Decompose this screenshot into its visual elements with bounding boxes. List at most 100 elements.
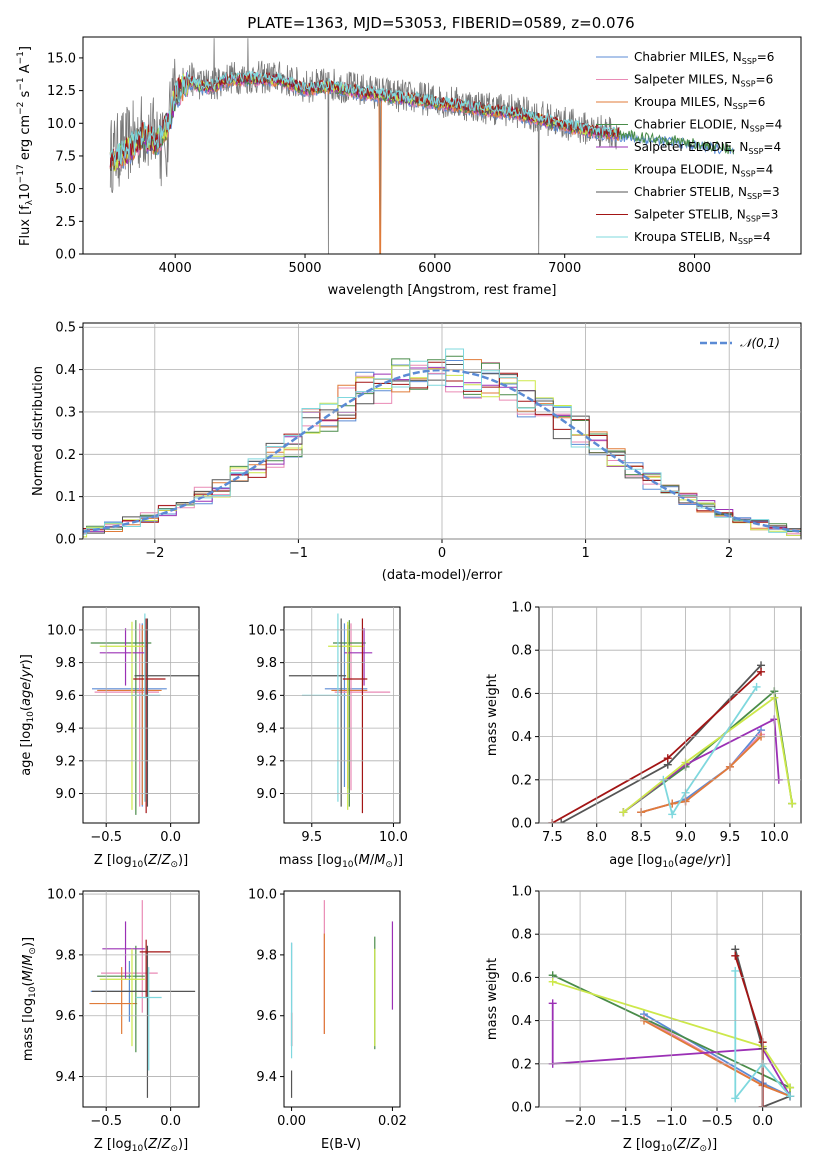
massweight-vs-age-panel: 7.5 8.0 8.5 9.0 9.5 10.0 0.0 0.2 0.4 0.6 0.8 1.0 ag… bbox=[485, 601, 802, 870]
legend-label-sub: SSP bbox=[746, 215, 761, 224]
x-tick-label: −1.0 bbox=[656, 1114, 688, 1129]
legend-label: Chabrier ELODIE, NSSP=4 bbox=[634, 118, 782, 134]
mass-weight-line bbox=[662, 686, 758, 817]
legend-label: Salpeter ELODIE, NSSP=4 bbox=[634, 140, 781, 156]
x-tick-label: 0.02 bbox=[378, 1114, 407, 1129]
mass-vs-EBV-xlabel: E(B-V) bbox=[321, 1137, 361, 1152]
y-tick-label: 12.5 bbox=[47, 84, 76, 99]
residual-histogram-step bbox=[83, 364, 801, 534]
y-tick-label: 0.8 bbox=[511, 928, 532, 943]
legend-label-main: Chabrier MILES, N bbox=[634, 50, 742, 64]
y-tick-label: 0.0 bbox=[55, 533, 76, 548]
massweight-vs-Z-ylabel: mass weight bbox=[485, 958, 500, 1040]
residual-ylabel: Normed distribution bbox=[31, 366, 46, 496]
y-tick-label: 9.0 bbox=[55, 787, 76, 802]
mass-vs-Z-plot-area bbox=[89, 900, 196, 1098]
residual-legend: 𝒩(0,1) bbox=[700, 336, 780, 350]
spectrum-ticks: 4000 5000 6000 7000 8000 0.0 2.5 5.0 7.5 10.0 12.5… bbox=[47, 51, 711, 276]
x-tick-label: −2 bbox=[145, 546, 164, 561]
legend-label-main: Kroupa MILES, N bbox=[634, 95, 733, 109]
x-tick-label: 0 bbox=[438, 546, 446, 561]
y-tick-label: 1.0 bbox=[511, 885, 532, 900]
y-tick-label: 9.6 bbox=[256, 1009, 277, 1024]
errorbar-group bbox=[290, 900, 394, 1098]
mass-vs-EBV-axes-frame bbox=[283, 890, 401, 1108]
legend-label-tail: =4 bbox=[753, 230, 771, 244]
x-tick-label: 7.5 bbox=[542, 830, 563, 845]
x-tick-label: −1 bbox=[289, 546, 308, 561]
x-tick-label: −0.5 bbox=[701, 1114, 733, 1129]
x-tick-label: 9.0 bbox=[675, 830, 696, 845]
y-tick-label: 9.2 bbox=[55, 754, 76, 769]
age-vs-mass-xlabel: mass [log10(M/M⊙)] bbox=[279, 853, 403, 870]
age-vs-Z-plot-area bbox=[90, 613, 199, 815]
x-tick-label: 6000 bbox=[418, 261, 451, 276]
residual-ticks: −2 −1 0 1 2 0.0 0.1 0.2 0.3 0.4 0.5 bbox=[55, 321, 801, 561]
model-spectrum-line bbox=[109, 70, 618, 166]
massweight-vs-Z-ticks: −2.0 −1.5 −1.0 −0.5 0.0 0.0 0.2 0.4 0.6 0.8 1.0 bbox=[511, 885, 801, 1129]
mass-weight-line bbox=[734, 955, 764, 1107]
legend-label-sub: SSP bbox=[741, 170, 756, 179]
massweight-vs-Z-xlabel: Z [log10(Z/Z⊙)] bbox=[623, 1137, 717, 1154]
y-tick-label: 0.1 bbox=[55, 490, 76, 505]
mass-vs-EBV-panel: 0.00 0.02 9.4 9.6 9.8 10.0 E(B-V) bbox=[248, 888, 407, 1152]
mass-weight-line bbox=[622, 696, 793, 813]
residual-histogram-step bbox=[83, 348, 801, 535]
mass-vs-Z-xlabel: Z [log10(Z/Z⊙)] bbox=[94, 1137, 188, 1154]
legend-label-tail: =3 bbox=[761, 208, 779, 222]
x-tick-label: 5000 bbox=[288, 261, 321, 276]
age-vs-Z-ticks: −0.5 0.0 9.0 9.2 9.4 9.6 9.8 10.0 bbox=[47, 607, 199, 845]
y-tick-label: 7.5 bbox=[55, 149, 76, 164]
spectrum-panel: PLATE=1363, MJD=53053, FIBERID=0589, z=0… bbox=[16, 14, 802, 298]
age-vs-mass-plot-area bbox=[288, 613, 391, 814]
age-vs-mass-axes-frame bbox=[283, 606, 401, 824]
x-tick-label: 7000 bbox=[548, 261, 581, 276]
residual-plot-area bbox=[83, 348, 801, 538]
legend-label-tail: =4 bbox=[763, 140, 781, 154]
y-tick-label: 9.8 bbox=[55, 656, 76, 671]
legend-label-sub: SSP bbox=[738, 237, 753, 246]
y-tick-label: 0.0 bbox=[55, 248, 76, 263]
y-tick-label: 9.2 bbox=[256, 754, 277, 769]
residual-histogram-step bbox=[83, 355, 801, 533]
x-tick-label: 4000 bbox=[159, 261, 192, 276]
spectrum-xlabel: wavelength [Angstrom, rest frame] bbox=[328, 283, 557, 298]
y-tick-label: 9.0 bbox=[256, 787, 277, 802]
y-tick-label: 0.2 bbox=[55, 448, 76, 463]
massweight-vs-age-ylabel: mass weight bbox=[485, 674, 500, 756]
y-tick-label: 9.4 bbox=[55, 1070, 76, 1085]
y-tick-label: 0.4 bbox=[511, 1014, 532, 1029]
y-tick-label: 10.0 bbox=[47, 623, 76, 638]
legend-label-main: Salpeter STELIB, N bbox=[634, 208, 746, 222]
y-tick-label: 9.8 bbox=[256, 948, 277, 963]
residual-histogram-step bbox=[83, 366, 801, 536]
residual-xlabel: (data-model)/error bbox=[382, 568, 503, 583]
line-group bbox=[548, 661, 797, 823]
spectrum-lines bbox=[109, 38, 734, 254]
y-tick-label: 9.8 bbox=[256, 656, 277, 671]
y-tick-label: 0.6 bbox=[511, 971, 532, 986]
y-tick-label: 9.8 bbox=[55, 948, 76, 963]
spectrum-title: PLATE=1363, MJD=53053, FIBERID=0589, z=0… bbox=[247, 14, 634, 32]
mass-weight-line bbox=[640, 735, 762, 814]
legend-label-tail: =6 bbox=[757, 50, 775, 64]
legend-label-tail: =6 bbox=[756, 73, 774, 87]
age-vs-Z-panel: −0.5 0.0 9.0 9.2 9.4 9.6 9.8 10.0 Z [log10(Z/Z⊙… bbox=[19, 606, 200, 870]
y-tick-label: 0.2 bbox=[511, 1057, 532, 1072]
legend-label-tail: =3 bbox=[762, 185, 780, 199]
y-tick-label: 15.0 bbox=[47, 51, 76, 66]
mass-weight-line bbox=[622, 689, 793, 813]
x-tick-label: 0.0 bbox=[160, 1114, 181, 1129]
spectrum-ylabel: Flux [fλ10−17 erg cm−2 s−1 A−1] bbox=[16, 46, 35, 246]
residual-panel: −2 −1 0 1 2 0.0 0.1 0.2 0.3 0.4 0.5 (data-model)/e… bbox=[31, 321, 802, 583]
legend-label: Chabrier MILES, NSSP=6 bbox=[634, 50, 774, 66]
y-tick-label: 9.6 bbox=[55, 1009, 76, 1024]
mass-vs-Z-ticks: −0.5 0.0 9.4 9.6 9.8 10.0 bbox=[47, 888, 199, 1129]
errorbar-group bbox=[288, 613, 391, 814]
y-tick-label: 1.0 bbox=[511, 601, 532, 616]
observed-spectrum-line bbox=[109, 38, 620, 254]
legend-label-sub: SSP bbox=[741, 80, 756, 89]
y-tick-label: 0.0 bbox=[511, 817, 532, 832]
